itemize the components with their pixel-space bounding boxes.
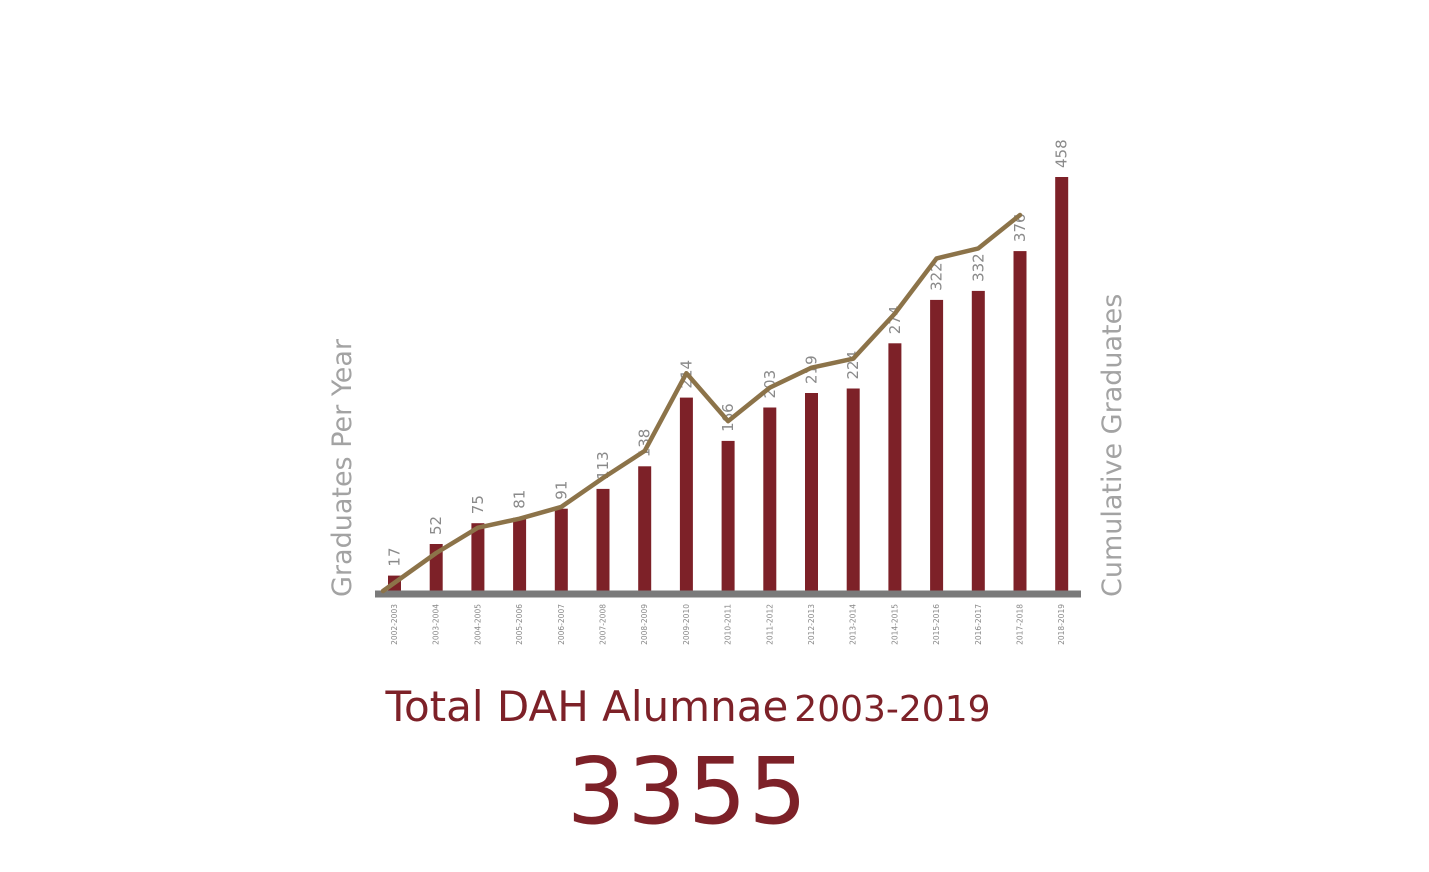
x-tick-label: 2010-2011 bbox=[724, 604, 733, 645]
y-axis-title-right: Cumulative Graduates bbox=[1097, 294, 1128, 597]
bar-value-label: 17 bbox=[386, 548, 404, 567]
bar-value-label: 458 bbox=[1053, 139, 1071, 168]
y-axis-title-left: Graduates Per Year bbox=[327, 338, 358, 597]
x-tick-label: 2012-2013 bbox=[807, 604, 816, 645]
cumulative-line-layer bbox=[380, 212, 1023, 594]
bar-2017-2018 bbox=[1013, 251, 1027, 591]
x-tick-label: 2005-2006 bbox=[515, 604, 524, 645]
x-tick-label: 2009-2010 bbox=[682, 604, 691, 645]
x-tick-label: 2003-2004 bbox=[432, 604, 441, 645]
bar-value-label: 52 bbox=[427, 516, 445, 535]
bar-value-label: 166 bbox=[719, 403, 737, 432]
bar-2008-2009 bbox=[638, 466, 652, 591]
x-tick-label: 2004-2005 bbox=[473, 604, 482, 645]
x-tick-labels-layer: 2002-2003 2003-2004 2004-2005 2005-2006 2006… bbox=[390, 604, 1066, 645]
bar-value-label: 138 bbox=[636, 429, 654, 458]
total-alumnae-value: 3355 bbox=[566, 738, 810, 845]
total-alumnae-title: Total DAH Alumnae 2003-2019 bbox=[0, 680, 1376, 737]
total-alumnae-label: Total DAH Alumnae bbox=[385, 682, 789, 731]
bar-2016-2017 bbox=[971, 290, 985, 591]
bar-2006-2007 bbox=[554, 508, 568, 591]
bar-2013-2014 bbox=[846, 388, 860, 591]
bar-2004-2005 bbox=[471, 523, 485, 591]
bar-2005-2006 bbox=[513, 517, 527, 591]
x-tick-label: 2006-2007 bbox=[557, 604, 566, 645]
x-tick-label: 2014-2015 bbox=[890, 604, 899, 645]
x-tick-label: 2018-2019 bbox=[1057, 604, 1066, 645]
bar-value-label: 75 bbox=[469, 495, 487, 514]
bar-value-label: 81 bbox=[511, 490, 529, 509]
cumulative-graduates-line bbox=[380, 212, 1023, 594]
x-tick-label: 2015-2016 bbox=[932, 604, 941, 645]
bar-2011-2012 bbox=[763, 407, 777, 591]
bar-value-label: 274 bbox=[886, 306, 904, 335]
x-tick-label: 2008-2009 bbox=[640, 604, 649, 645]
x-tick-label: 2017-2018 bbox=[1016, 604, 1025, 645]
bar-2010-2011 bbox=[721, 440, 735, 591]
x-tick-label: 2007-2008 bbox=[599, 604, 608, 645]
x-tick-label: 2011-2012 bbox=[765, 604, 774, 645]
bar-2012-2013 bbox=[805, 393, 818, 591]
bar-2014-2015 bbox=[888, 343, 902, 591]
x-tick-label: 2013-2014 bbox=[849, 604, 858, 645]
x-tick-label: 2002-2003 bbox=[390, 604, 399, 645]
bar-2015-2016 bbox=[930, 299, 944, 591]
bars-layer bbox=[388, 177, 1069, 591]
bar-value-label: 332 bbox=[969, 253, 987, 282]
bar-2018-2019 bbox=[1055, 177, 1069, 591]
total-alumnae-years: 2003-2019 bbox=[794, 689, 991, 730]
bar-2009-2010 bbox=[679, 397, 693, 591]
bar-value-label: 322 bbox=[928, 262, 946, 291]
bar-value-label: 91 bbox=[552, 481, 570, 500]
x-tick-label: 2016-2017 bbox=[974, 604, 983, 645]
bar-2007-2008 bbox=[596, 488, 610, 591]
